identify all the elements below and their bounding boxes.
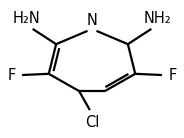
Text: F: F bbox=[168, 68, 177, 83]
Text: F: F bbox=[7, 68, 16, 83]
Text: H₂N: H₂N bbox=[13, 10, 40, 26]
Text: N: N bbox=[86, 13, 98, 28]
Text: NH₂: NH₂ bbox=[144, 10, 171, 26]
Text: Cl: Cl bbox=[85, 115, 99, 130]
